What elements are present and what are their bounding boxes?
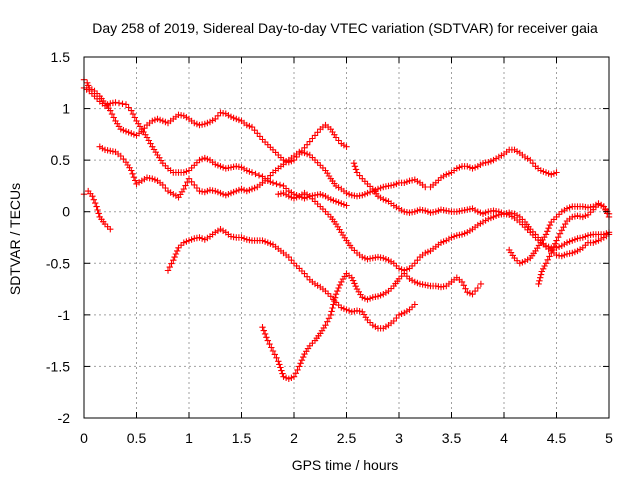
y-tick-labels: 1.5 1 0.5 0 -0.5 -1 -1.5 -2 (46, 49, 70, 426)
data-marks (80, 76, 613, 382)
x-tick-label: 3.5 (442, 430, 462, 446)
x-tick-label: 0 (80, 430, 88, 446)
marker-trace (259, 270, 485, 382)
series-track-6 (259, 270, 485, 382)
x-tick-label: 0.5 (127, 430, 147, 446)
y-axis-title: SDTVAR / TECUs (7, 183, 23, 295)
x-tick-label: 2.5 (337, 430, 357, 446)
y-tick-label: -2 (58, 410, 71, 426)
y-tick-label: 1 (62, 101, 70, 117)
x-tick-label: 4 (500, 430, 508, 446)
series-track-5 (164, 226, 418, 332)
x-tick-label: 1.5 (232, 430, 252, 446)
marker-trace (350, 160, 613, 251)
x-tick-label: 4.5 (547, 430, 567, 446)
y-tick-label: -1.5 (46, 358, 70, 374)
y-tick-label: -0.5 (46, 255, 70, 271)
marker-trace (96, 143, 560, 201)
y-tick-label: 1.5 (51, 49, 71, 65)
marker-trace (164, 226, 418, 332)
series-track-4 (96, 143, 560, 201)
marker-trace (80, 187, 114, 233)
y-tick-label: 0 (62, 204, 70, 220)
marker-trace (535, 201, 613, 288)
axis-ticks (83, 56, 610, 419)
series-track-8 (350, 160, 613, 251)
chart-title: Day 258 of 2019, Sidereal Day-to-day VTE… (92, 20, 598, 36)
x-tick-label: 1 (185, 430, 193, 446)
x-tick-label: 2 (290, 430, 298, 446)
x-tick-label: 5 (605, 430, 613, 446)
x-axis-title: GPS time / hours (292, 457, 399, 473)
x-tick-labels: 0 0.5 1 1.5 2 2.5 3 3.5 4 4.5 5 (80, 430, 613, 446)
y-tick-label: -1 (58, 307, 71, 323)
x-tick-label: 3 (395, 430, 403, 446)
series-track-3 (80, 187, 114, 233)
y-tick-label: 0.5 (51, 152, 71, 168)
series-track-10 (535, 201, 613, 288)
